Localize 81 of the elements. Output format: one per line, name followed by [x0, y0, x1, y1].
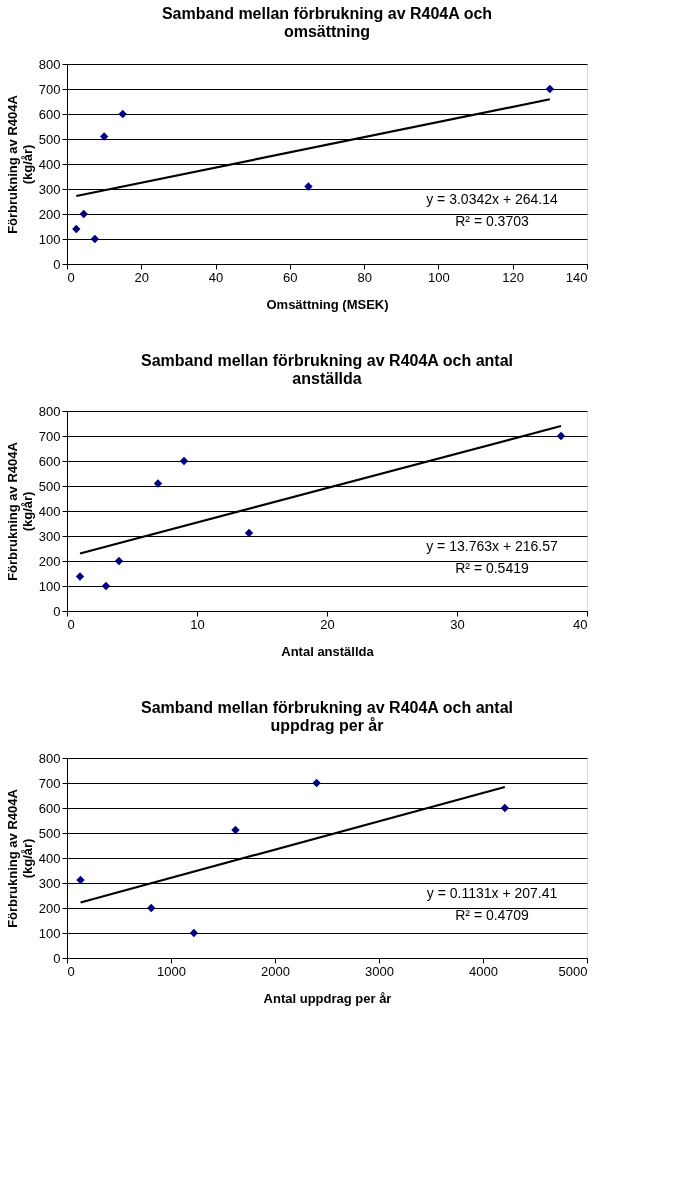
x-tick-label: 100: [428, 269, 450, 285]
y-tick-label: 600: [38, 800, 61, 816]
y-axis-title: Förbrukning av R404A (kg/år): [4, 94, 35, 234]
y-tick-label: 500: [38, 478, 61, 494]
y-tick-label: 300: [38, 875, 61, 891]
point: [118, 109, 127, 119]
x-tick-label: 0: [67, 269, 75, 285]
y-tick-label: 300: [38, 181, 61, 197]
x-tick-label: 20: [320, 616, 335, 632]
y-tick-label: 200: [38, 900, 61, 916]
annotation: y = 13.763x + 216.57: [426, 538, 558, 554]
point: [231, 825, 240, 835]
y-tick-label: 400: [38, 850, 61, 866]
y-tick-label: 100: [38, 925, 61, 941]
point: [545, 84, 555, 94]
y-tick-label: 0: [53, 603, 61, 619]
x-tick-label: 60: [283, 269, 298, 285]
y-axis-title: Förbrukning av R404A (kg/år): [4, 788, 35, 928]
point: [90, 234, 100, 244]
annotation: y = 0.1131x + 207.41: [426, 885, 558, 901]
y-tick-label: 300: [38, 528, 61, 544]
x-tick-label: 0: [67, 616, 75, 632]
chart-title: Samband mellan förbrukning av R404A och antal anställda: [141, 352, 513, 387]
point: [179, 456, 189, 466]
x-axis-title: Antal anställda: [281, 643, 375, 659]
x-tick-label: 2000: [261, 963, 290, 979]
y-tick-label: 600: [38, 106, 61, 122]
point: [189, 928, 199, 938]
x-tick-label: 3000: [365, 963, 394, 979]
point: [101, 581, 111, 591]
x-tick-label: 5000: [558, 963, 588, 979]
y-tick-label: 500: [38, 131, 61, 147]
point: [79, 209, 88, 219]
x-axis-title: Antal uppdrag per år: [263, 990, 392, 1006]
y-tick-label: 0: [53, 256, 61, 272]
y-tick-label: 200: [38, 206, 61, 222]
x-tick-label: 40: [208, 269, 224, 285]
x-tick-label: 30: [450, 616, 465, 632]
point: [500, 803, 510, 813]
point: [75, 572, 85, 581]
point: [114, 556, 124, 566]
point: [312, 778, 321, 788]
x-tick-label: 20: [134, 269, 150, 285]
chart-title: Samband mellan förbrukning av R404A och antal uppdrag per år: [141, 699, 513, 734]
annotation: R² = 0.5419: [455, 560, 529, 576]
annotation: y = 3.0342x + 264.14: [426, 191, 558, 207]
y-tick-label: 0: [53, 950, 61, 966]
y-tick-label: 700: [38, 428, 61, 444]
x-tick-label: 120: [502, 269, 525, 285]
y-tick-label: 100: [38, 578, 61, 594]
point: [153, 479, 163, 488]
x-tick-label: 40: [573, 616, 588, 632]
y-tick-label: 800: [38, 56, 61, 72]
y-tick-label: 200: [38, 553, 61, 569]
point: [76, 875, 85, 885]
point: [72, 224, 81, 234]
point: [147, 903, 156, 913]
y-tick-label: 700: [38, 81, 61, 97]
x-tick-label: 80: [357, 269, 372, 285]
x-tick-label: 10: [190, 616, 205, 632]
y-tick-label: 800: [38, 750, 61, 766]
y-tick-label: 600: [38, 453, 61, 469]
annotation: R² = 0.4709: [455, 907, 529, 923]
y-tick-label: 400: [38, 503, 61, 519]
point: [556, 431, 566, 441]
annotation: R² = 0.3703: [455, 213, 529, 229]
x-tick-label: 0: [67, 963, 75, 979]
chart-title: Samband mellan förbrukning av R404A och omsättning: [161, 5, 493, 40]
x-tick-label: 1000: [157, 963, 186, 979]
y-tick-label: 500: [38, 825, 61, 841]
y-tick-label: 100: [38, 231, 61, 247]
y-tick-label: 700: [38, 775, 61, 791]
x-axis-title: Omsättning (MSEK): [266, 296, 389, 312]
x-tick-label: 140: [565, 269, 588, 285]
y-tick-label: 400: [38, 156, 61, 172]
x-tick-label: 4000: [469, 963, 498, 979]
y-axis-title: Förbrukning av R404A (kg/år): [4, 441, 35, 581]
point: [304, 182, 313, 191]
point: [99, 132, 109, 141]
point: [244, 528, 254, 538]
y-tick-label: 800: [38, 403, 61, 419]
